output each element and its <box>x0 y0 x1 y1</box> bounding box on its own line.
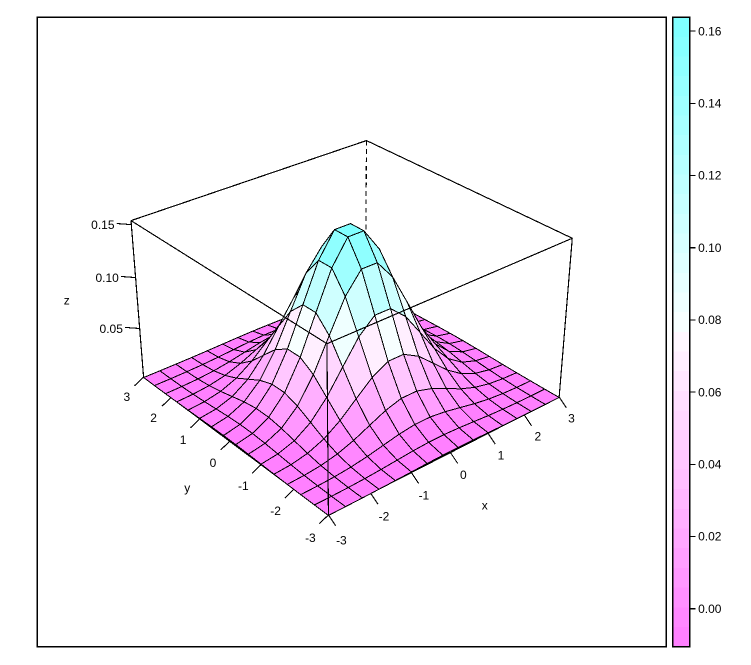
svg-text:0.08: 0.08 <box>698 313 722 327</box>
svg-text:0.15: 0.15 <box>91 218 115 232</box>
svg-text:-2: -2 <box>270 504 281 518</box>
svg-text:1: 1 <box>180 433 187 447</box>
svg-text:z: z <box>64 293 70 307</box>
svg-text:-3: -3 <box>305 531 316 545</box>
svg-text:0: 0 <box>460 468 467 482</box>
svg-text:0.16: 0.16 <box>698 24 722 38</box>
svg-text:0.00: 0.00 <box>698 602 722 616</box>
svg-text:y: y <box>184 481 190 495</box>
svg-text:0.14: 0.14 <box>698 97 722 111</box>
svg-text:0.10: 0.10 <box>698 241 722 255</box>
svg-text:-1: -1 <box>238 479 249 493</box>
svg-text:-3: -3 <box>336 533 347 547</box>
svg-text:-2: -2 <box>379 509 390 523</box>
svg-text:3: 3 <box>568 412 575 426</box>
svg-text:0.10: 0.10 <box>95 271 119 285</box>
svg-text:0: 0 <box>210 456 217 470</box>
svg-text:0.04: 0.04 <box>698 458 722 472</box>
svg-text:0.05: 0.05 <box>100 322 124 336</box>
svg-text:0.12: 0.12 <box>698 169 722 183</box>
svg-text:1: 1 <box>498 449 505 463</box>
svg-text:2: 2 <box>150 411 157 425</box>
svg-text:0.06: 0.06 <box>698 385 722 399</box>
svg-text:x: x <box>482 499 488 513</box>
svg-text:-1: -1 <box>419 488 430 502</box>
svg-text:2: 2 <box>535 430 542 444</box>
svg-text:0.02: 0.02 <box>698 530 722 544</box>
svg-text:3: 3 <box>124 390 131 404</box>
